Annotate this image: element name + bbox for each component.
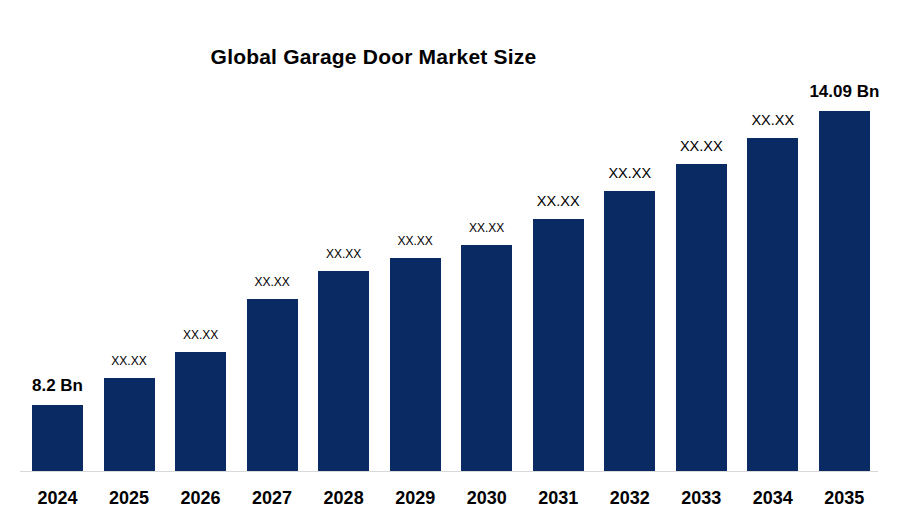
bar — [533, 219, 584, 471]
bar-value-label: XX.XX — [326, 248, 361, 260]
bar-value-label: XX.XX — [254, 276, 289, 288]
bar — [104, 378, 155, 471]
bar-column: 14.09 Bn — [819, 83, 870, 471]
bar-column: XX.XX — [604, 166, 655, 472]
x-axis-label: 2032 — [604, 488, 655, 509]
bar-column: XX.XX — [390, 235, 441, 471]
x-axis-line — [20, 471, 878, 472]
plot-area: 8.2 Bn XX.XX XX.XX XX.XX XX.XX XX.XX XX.XX XX.X… — [32, 83, 870, 471]
x-axis-label: 2026 — [175, 488, 226, 509]
bar-value-label: XX.XX — [751, 113, 794, 128]
x-axis-labels: 2024 2025 2026 2027 2028 2029 2030 2031 2032 2033… — [32, 488, 870, 509]
bar-column: XX.XX — [533, 194, 584, 472]
bar-column: XX.XX — [104, 355, 155, 471]
bar — [676, 164, 727, 471]
x-axis-label: 2034 — [747, 488, 798, 509]
x-axis-label: 2025 — [104, 488, 155, 509]
bar-value-label: XX.XX — [680, 139, 723, 154]
x-axis-label: 2031 — [533, 488, 584, 509]
x-axis-label: 2027 — [247, 488, 298, 509]
x-axis-label: 2028 — [318, 488, 369, 509]
bar — [318, 271, 369, 471]
x-axis-label: 2035 — [819, 488, 870, 509]
bar-column: XX.XX — [175, 329, 226, 471]
x-axis-label: 2029 — [390, 488, 441, 509]
bar-value-label: XX.XX — [397, 235, 432, 247]
x-axis-label: 2024 — [32, 488, 83, 509]
x-axis-label: 2030 — [461, 488, 512, 509]
bar — [819, 111, 870, 471]
bar-value-label: XX.XX — [469, 222, 504, 234]
bar — [390, 258, 441, 471]
bar-value-label: XX.XX — [608, 166, 651, 181]
bar — [604, 191, 655, 471]
bar-column: XX.XX — [461, 222, 512, 471]
bar — [461, 245, 512, 471]
bar — [175, 352, 226, 471]
bar-column: 8.2 Bn — [32, 377, 83, 471]
bar-value-label: 8.2 Bn — [32, 377, 83, 394]
bar-column: XX.XX — [247, 276, 298, 471]
bar-column: XX.XX — [747, 113, 798, 472]
bar — [747, 138, 798, 471]
bar-value-label: XX.XX — [537, 194, 580, 209]
bar-column: XX.XX — [318, 248, 369, 471]
bar — [32, 405, 83, 471]
bar-column: XX.XX — [676, 139, 727, 472]
bar — [247, 299, 298, 471]
bar-value-label: 14.09 Bn — [809, 83, 879, 100]
x-axis-label: 2033 — [676, 488, 727, 509]
chart-title: Global Garage Door Market Size — [0, 45, 747, 69]
bar-value-label: XX.XX — [111, 355, 146, 367]
bar-value-label: XX.XX — [183, 329, 218, 341]
